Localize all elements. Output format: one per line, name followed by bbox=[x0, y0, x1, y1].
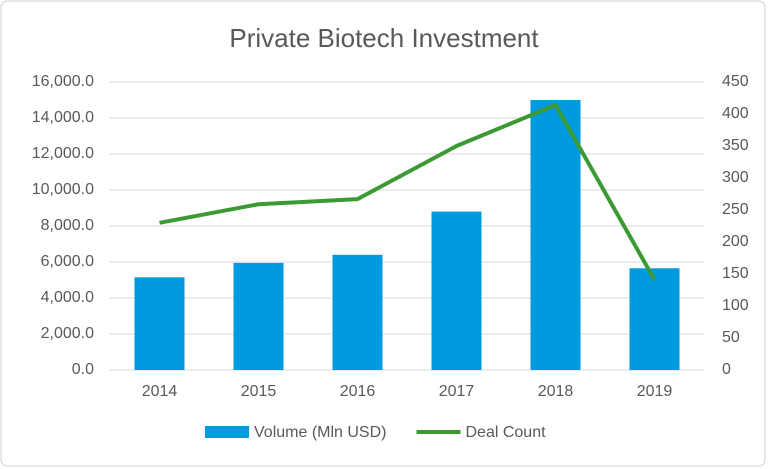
y2-tick-label: 400 bbox=[722, 105, 749, 122]
line bbox=[159, 103, 657, 281]
bar bbox=[629, 268, 680, 370]
bar bbox=[134, 277, 185, 370]
y-tick-label: 4,000.0 bbox=[41, 289, 94, 306]
y2-tick-label: 450 bbox=[722, 73, 749, 90]
x-tick-label: 2017 bbox=[439, 383, 475, 400]
x-tick-label: 2015 bbox=[241, 383, 277, 400]
y-tick-label: 2,000.0 bbox=[41, 325, 94, 342]
legend-swatch bbox=[205, 426, 249, 438]
y-tick-label: 14,000.0 bbox=[32, 109, 94, 126]
y2-tick-label: 0 bbox=[722, 361, 731, 378]
y-tick-label: 16,000.0 bbox=[32, 73, 94, 90]
bar bbox=[530, 100, 581, 370]
y2-tick-label: 100 bbox=[722, 297, 749, 314]
y-tick-label: 10,000.0 bbox=[32, 181, 94, 198]
chart-title: Private Biotech Investment bbox=[229, 23, 539, 53]
y2-tick-label: 300 bbox=[722, 169, 749, 186]
y2-tick-label: 200 bbox=[722, 233, 749, 250]
x-tick-label: 2014 bbox=[142, 383, 178, 400]
x-tick-label: 2016 bbox=[340, 383, 376, 400]
x-tick-label: 2018 bbox=[538, 383, 574, 400]
y2-tick-label: 350 bbox=[722, 137, 749, 154]
y2-tick-label: 150 bbox=[722, 265, 749, 282]
y2-tick-label: 250 bbox=[722, 201, 749, 218]
x-tick-label: 2019 bbox=[637, 383, 673, 400]
y-tick-label: 8,000.0 bbox=[41, 217, 94, 234]
y-tick-label: 6,000.0 bbox=[41, 253, 94, 270]
y-tick-label: 12,000.0 bbox=[32, 145, 94, 162]
legend-label: Volume (Mln USD) bbox=[254, 424, 386, 441]
y-tick-label: 0.0 bbox=[72, 361, 94, 378]
bar bbox=[332, 254, 383, 370]
legend-label: Deal Count bbox=[465, 424, 546, 441]
bar bbox=[431, 211, 482, 370]
y2-tick-label: 50 bbox=[722, 329, 740, 346]
bar bbox=[233, 262, 284, 370]
